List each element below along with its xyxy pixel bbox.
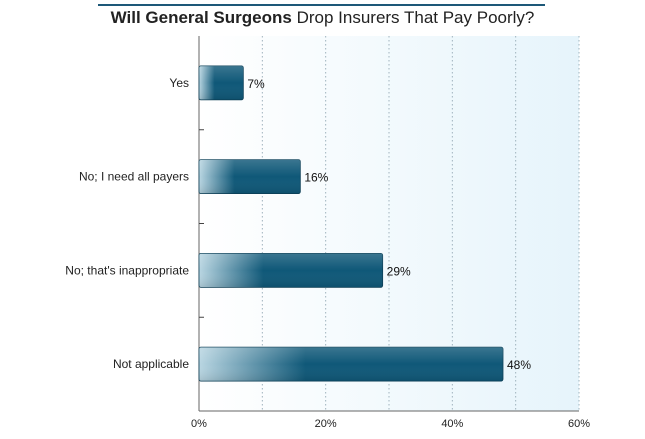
x-tick-label: 0% (191, 418, 207, 430)
bar-shine (199, 347, 503, 382)
labels: 0% 20% 40% 60% Yes 7% No; I need all payers 16%… (65, 76, 590, 430)
category-label: No; that's inappropriate (65, 263, 189, 277)
x-tick-label: 20% (315, 418, 337, 430)
bars (198, 65, 504, 382)
x-tick-label: 60% (568, 418, 590, 430)
chart-title-rest: Drop Insurers That Pay Poorly? (296, 8, 535, 27)
chart-title-bold: Will General Surgeons (110, 8, 292, 27)
value-label: 7% (247, 77, 265, 91)
bar-shine (199, 65, 244, 100)
value-label: 29% (387, 264, 411, 278)
chart-title: Will General Surgeons Drop Insurers That… (0, 8, 645, 28)
category-label: Yes (169, 76, 189, 90)
category-label: No; I need all payers (79, 170, 189, 184)
value-label: 16% (304, 171, 328, 185)
title-rule (98, 4, 545, 6)
x-tick-label: 40% (441, 418, 463, 430)
bar-shine (199, 159, 301, 194)
value-label: 48% (507, 358, 531, 372)
category-label: Not applicable (113, 357, 189, 371)
bar-shine (199, 253, 383, 288)
